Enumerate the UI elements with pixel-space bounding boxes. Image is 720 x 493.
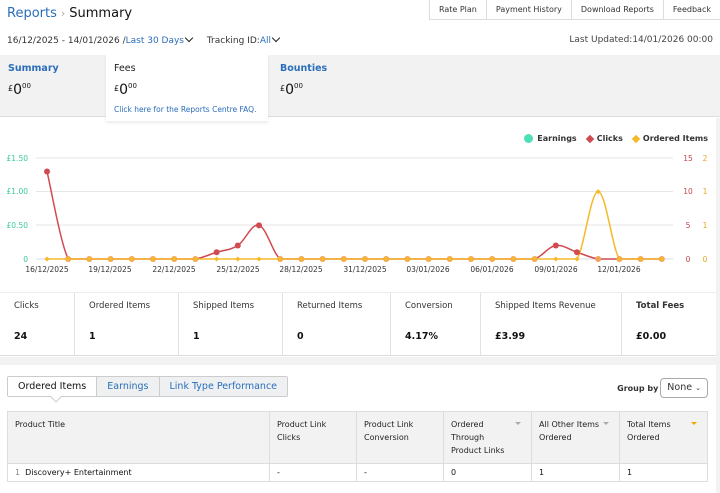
tracking-id-dropdown[interactable]: All xyxy=(259,36,271,46)
faq-link[interactable]: Click here for the Reports Centre FAQ. xyxy=(114,105,257,114)
metrics-bar: Clicks 24 Ordered Items 1 Shipped Items 1 R… xyxy=(0,292,716,356)
date-range-text: 16/12/2025 - 14/01/2026 / xyxy=(7,36,126,46)
cell-product-title: 1 Discovery+ Entertainment xyxy=(7,463,270,482)
chevron-down-icon[interactable] xyxy=(184,33,194,43)
svg-text:£1.50: £1.50 xyxy=(7,154,29,163)
y-axis-clicks: 15 10 5 0 xyxy=(683,154,693,264)
svg-text:0: 0 xyxy=(23,255,28,264)
card-value: £000 xyxy=(8,82,31,98)
last-updated: Last Updated:14/01/2026 00:00 xyxy=(569,35,713,45)
y-axis-ordered: 2 1 1 0 xyxy=(703,154,708,264)
report-tabs: Ordered Items Earnings Link Type Perform… xyxy=(7,376,289,397)
tracking-id-label: Tracking ID: xyxy=(206,36,260,46)
ordered-items-table: Product Title Product Link Clicks Produc… xyxy=(7,411,708,482)
date-preset-dropdown[interactable]: Last 30 Days xyxy=(125,36,184,46)
svg-text:16/12/2025: 16/12/2025 xyxy=(25,265,68,274)
card-title: Summary xyxy=(8,63,59,74)
feedback-link[interactable]: Feedback xyxy=(672,5,711,14)
chevron-down-icon: ⌄ xyxy=(695,384,701,392)
sort-active-icon[interactable] xyxy=(691,422,697,425)
svg-text:0: 0 xyxy=(686,255,691,264)
card-title: Fees xyxy=(114,63,136,74)
col-product-title[interactable]: Product Title xyxy=(7,411,270,464)
svg-text:06/01/2026: 06/01/2026 xyxy=(470,265,513,274)
svg-text:2: 2 xyxy=(703,154,708,163)
col-product-link-clicks[interactable]: Product Link Clicks xyxy=(269,411,357,464)
metric-clicks: Clicks 24 xyxy=(0,293,75,355)
download-reports-link[interactable]: Download Reports xyxy=(572,0,664,19)
svg-text:5: 5 xyxy=(686,221,691,230)
col-all-other-items[interactable]: All Other Items Ordered xyxy=(531,411,620,464)
tab-ordered-items[interactable]: Ordered Items xyxy=(8,377,97,396)
earnings-dot-icon xyxy=(524,134,534,143)
page-title: Summary xyxy=(69,6,133,21)
legend-earnings[interactable]: Earnings xyxy=(524,134,577,143)
card-value: £000 xyxy=(114,82,137,98)
svg-text:22/12/2025: 22/12/2025 xyxy=(152,265,195,274)
svg-text:15: 15 xyxy=(683,154,693,163)
svg-text:12/01/2026: 12/01/2026 xyxy=(597,265,640,274)
svg-text:19/12/2025: 19/12/2025 xyxy=(88,265,131,274)
svg-text:1: 1 xyxy=(703,221,708,230)
sort-icon[interactable] xyxy=(515,422,521,425)
card-value: £000 xyxy=(280,82,303,98)
svg-text:25/12/2025: 25/12/2025 xyxy=(216,265,259,274)
col-product-link-conversion[interactable]: Product Link Conversion xyxy=(356,411,444,464)
sort-icon[interactable] xyxy=(603,422,609,425)
table-row: 1 Discovery+ Entertainment - - 0 1 1 xyxy=(7,463,708,482)
metric-ordered-items: Ordered Items 1 xyxy=(75,293,179,355)
cell-total-items: 1 xyxy=(619,463,708,482)
svg-text:03/01/2026: 03/01/2026 xyxy=(406,265,449,274)
scrollbar[interactable] xyxy=(716,118,720,493)
legend-ordered-items[interactable]: Ordered Items xyxy=(631,134,708,143)
rate-plan-link[interactable]: Rate Plan xyxy=(430,0,487,19)
summary-card-summary[interactable]: Summary £000 xyxy=(0,55,105,117)
y-axis-left: £1.50 £1.00 £0.50 0 xyxy=(7,154,29,264)
summary-card-bounties[interactable]: Bounties £000 xyxy=(272,55,422,117)
group-by-label: Group by xyxy=(617,383,659,393)
col-total-items-ordered[interactable]: Total Items Ordered xyxy=(619,411,708,464)
metric-total-fees: Total Fees £0.00 xyxy=(636,301,685,342)
svg-text:0: 0 xyxy=(703,255,708,264)
svg-text:09/01/2026: 09/01/2026 xyxy=(534,265,577,274)
top-nav: Rate Plan Payment History Download Repor… xyxy=(428,0,720,20)
cell-link-clicks: - xyxy=(269,463,357,482)
ordered-diamond-icon xyxy=(631,134,641,143)
breadcrumb: Reports › Summary xyxy=(7,6,132,21)
tab-earnings[interactable]: Earnings xyxy=(96,377,159,396)
legend-clicks[interactable]: Clicks xyxy=(585,134,623,143)
chevron-down-icon[interactable] xyxy=(271,33,281,43)
metric-shipped-items: Shipped Items 1 xyxy=(179,293,283,355)
svg-text:31/12/2025: 31/12/2025 xyxy=(343,265,386,274)
group-by: Group by None ⌄ xyxy=(617,378,708,398)
cell-ordered-through: 0 xyxy=(443,463,532,482)
breadcrumb-separator: › xyxy=(60,7,66,20)
group-by-select[interactable]: None ⌄ xyxy=(660,378,708,398)
svg-text:1: 1 xyxy=(703,187,708,196)
summary-bar: Summary £000 Fees £000 Click here for th… xyxy=(0,55,720,121)
svg-text:£1.00: £1.00 xyxy=(7,187,29,196)
chart-legend: Earnings Clicks Ordered Items xyxy=(524,134,708,143)
metric-conversion: Conversion 4.17% xyxy=(391,293,481,355)
tab-link-type-performance[interactable]: Link Type Performance xyxy=(158,377,288,396)
divider xyxy=(0,357,720,365)
clicks-diamond-icon xyxy=(585,134,594,143)
breadcrumb-reports-link[interactable]: Reports xyxy=(7,6,57,21)
card-title: Bounties xyxy=(280,63,328,74)
summary-card-fees[interactable]: Fees £000 Click here for the Reports Cen… xyxy=(106,55,268,121)
svg-text:28/12/2025: 28/12/2025 xyxy=(279,265,322,274)
cell-link-conversion: - xyxy=(356,463,444,482)
svg-text:10: 10 xyxy=(683,187,693,196)
metric-returned-items: Returned Items 0 xyxy=(283,293,391,355)
cell-all-other: 1 xyxy=(531,463,620,482)
x-axis: 16/12/2025 19/12/2025 22/12/2025 25/12/2025… xyxy=(25,265,640,274)
svg-text:£0.50: £0.50 xyxy=(7,221,29,230)
metric-shipped-revenue: Shipped Items Revenue £3.99 xyxy=(481,293,622,355)
col-ordered-through-links[interactable]: Ordered Through Product Links xyxy=(443,411,532,464)
date-filter-row: 16/12/2025 - 14/01/2026 /Last 30 Days Tr… xyxy=(7,33,283,46)
payment-history-link[interactable]: Payment History xyxy=(487,0,572,19)
